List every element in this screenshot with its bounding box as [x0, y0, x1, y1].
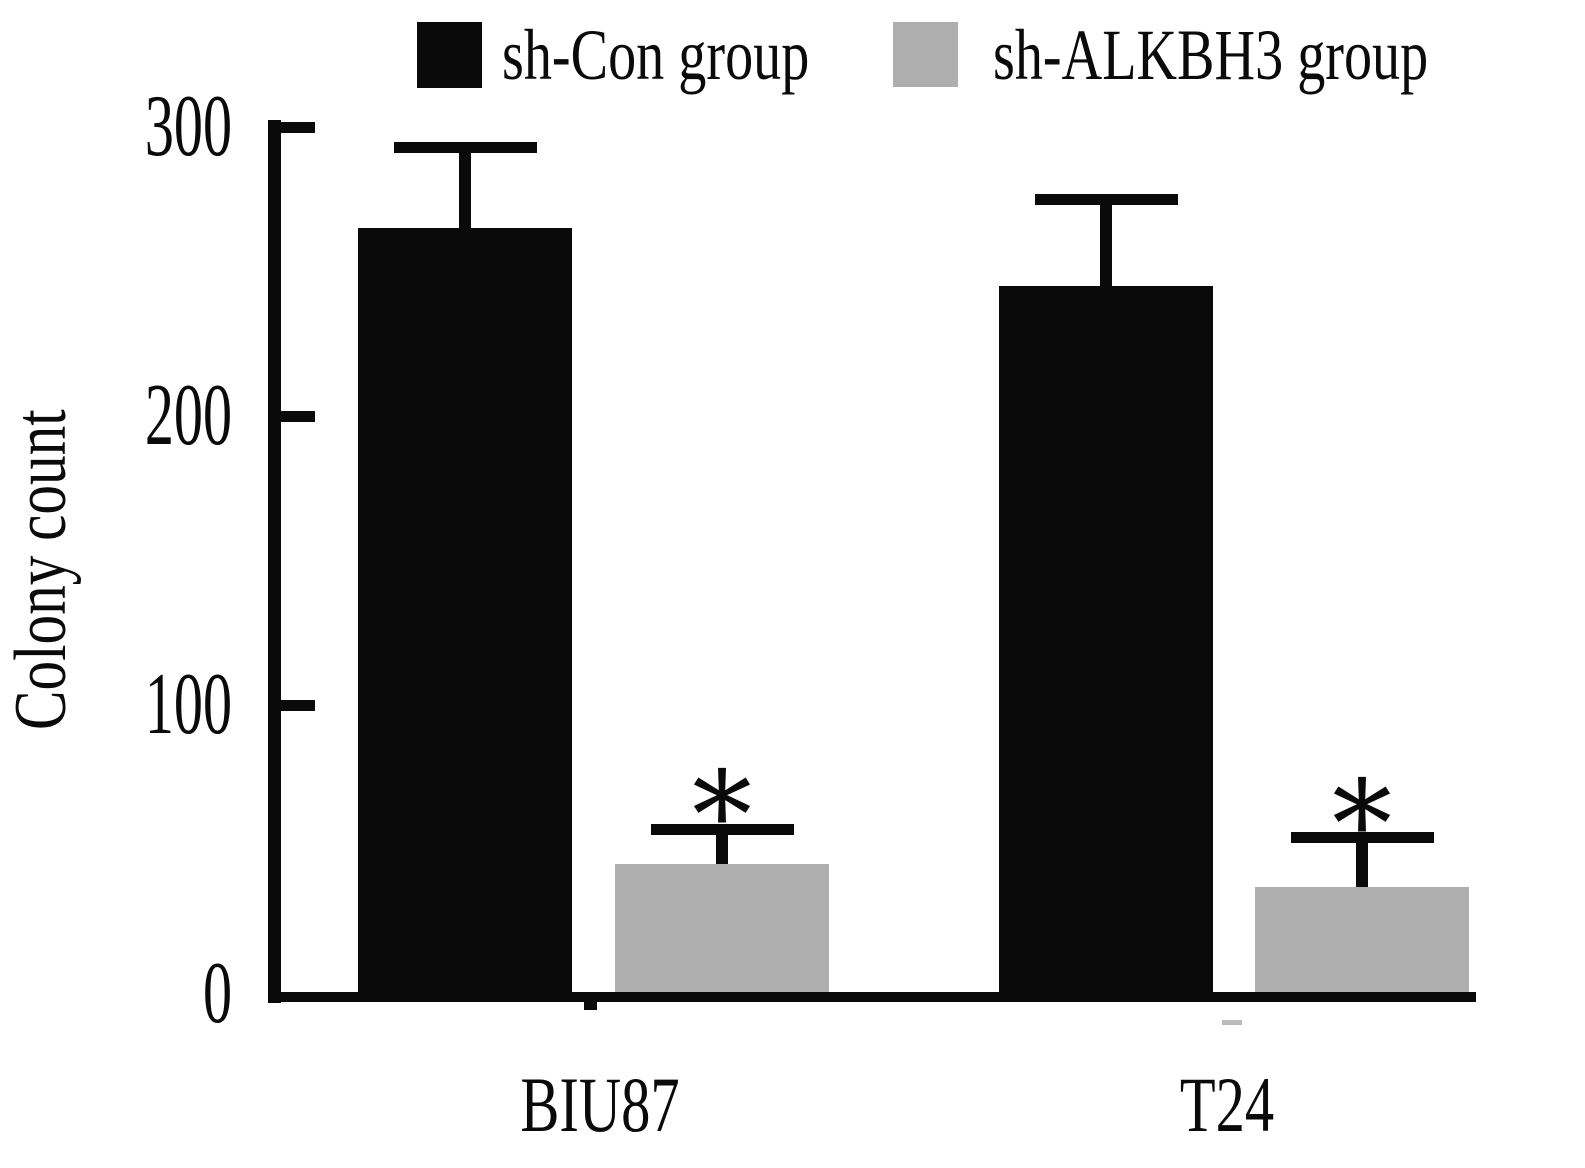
legend-swatch-sh-con: [417, 22, 482, 88]
bar-t24-sh-con: [999, 286, 1213, 994]
significance-asterisk-t24-sh-alkbh3: *: [1332, 755, 1392, 895]
bar-biu87-sh-alkbh3: [615, 864, 829, 994]
error-bar-cap-t24-sh-alkbh3: [1291, 832, 1434, 843]
y-tick-200: [281, 411, 315, 422]
y-tick-label-200: 200: [144, 367, 232, 464]
y-tick-label-100: 100: [144, 656, 232, 753]
legend-label-sh-con: sh-Con group: [502, 15, 810, 95]
error-bar-cap-biu87-sh-con: [394, 142, 537, 153]
error-bar-stem-biu87-sh-alkbh3: [716, 829, 728, 864]
y-tick-300: [281, 122, 315, 133]
legend-label-sh-alkbh3: sh-ALKBH3 group: [993, 15, 1429, 95]
error-bar-stem-t24-sh-con: [1100, 199, 1112, 286]
legend: sh-Con group sh-ALKBH3 group: [0, 0, 1585, 110]
y-axis-line: [268, 120, 281, 1003]
x-category-label-t24: T24: [1179, 1061, 1275, 1148]
y-axis-label: Colony count: [0, 409, 82, 730]
bar-t24-sh-alkbh3: [1255, 887, 1469, 994]
legend-swatch-sh-alkbh3: [893, 22, 958, 87]
x-tick-t24: [1222, 1020, 1242, 1025]
x-axis-line: [268, 992, 1476, 1002]
significance-asterisk-biu87-sh-alkbh3: *: [692, 746, 752, 886]
y-tick-label-0: 0: [202, 945, 232, 1042]
error-bar-cap-t24-sh-con: [1035, 194, 1178, 205]
y-tick-label-300: 300: [144, 78, 232, 175]
bar-biu87-sh-con: [358, 228, 572, 994]
y-tick-100: [281, 700, 315, 711]
error-bar-cap-biu87-sh-alkbh3: [651, 824, 794, 835]
x-category-label-biu87: BIU87: [520, 1061, 680, 1148]
x-tick-biu87: [584, 1001, 597, 1010]
error-bar-stem-biu87-sh-con: [459, 147, 471, 228]
error-bar-stem-t24-sh-alkbh3: [1356, 838, 1368, 887]
